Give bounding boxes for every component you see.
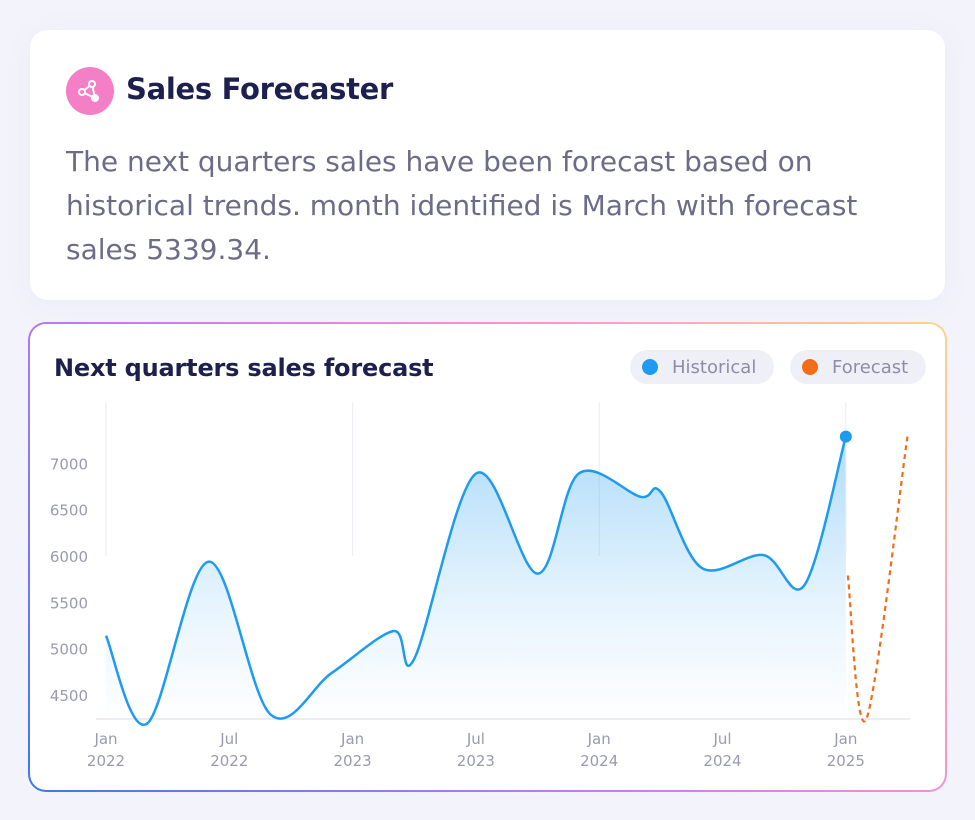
y-tick-label: 6500 xyxy=(50,502,88,520)
x-tick-year: 2024 xyxy=(703,752,741,770)
legend-historical-label: Historical xyxy=(672,356,757,378)
x-tick-label: Jul xyxy=(712,730,731,748)
forecast-summary: The next quarters sales have been foreca… xyxy=(66,145,858,266)
x-tick-label: Jul xyxy=(466,730,485,748)
sales-chart: 4500 5000 5500 6000 6500 7000 Jan 2022 Jul 2022 Ja… xyxy=(50,402,910,770)
chart-card: Next quarters sales forecast Historical … xyxy=(30,324,945,790)
x-tick-label: Jan xyxy=(587,730,611,748)
historical-area xyxy=(106,436,846,725)
x-tick-year: 2023 xyxy=(334,752,372,770)
x-tick-label: Jan xyxy=(340,730,364,748)
forecast-dot-icon xyxy=(802,359,818,375)
historical-last-point xyxy=(839,430,852,443)
x-tick-label: Jul xyxy=(219,730,238,748)
y-tick-label: 5500 xyxy=(50,594,88,612)
y-tick-label: 5000 xyxy=(50,641,88,659)
x-tick-year: 2022 xyxy=(87,752,125,770)
y-tick-label: 6000 xyxy=(50,548,88,566)
y-tick-label: 4500 xyxy=(50,687,88,705)
x-tick-year: 2024 xyxy=(580,752,618,770)
chart-card-border: Next quarters sales forecast Historical … xyxy=(28,322,947,792)
x-tick-label: Jan xyxy=(833,730,857,748)
summary-card: Sales Forecaster The next quarters sales… xyxy=(30,30,945,300)
legend-historical[interactable]: Historical xyxy=(630,350,775,384)
historical-line xyxy=(104,436,848,727)
x-tick-label: Jan xyxy=(93,730,117,748)
x-tick-year: 2023 xyxy=(457,752,495,770)
legend-forecast-label: Forecast xyxy=(832,356,909,378)
x-tick-year: 2025 xyxy=(827,752,865,770)
historical-dot-icon xyxy=(642,359,658,375)
y-tick-label: 7000 xyxy=(50,455,88,473)
x-tick-year: 2022 xyxy=(210,752,248,770)
forecast-line xyxy=(846,436,909,723)
share-nodes-icon xyxy=(66,67,114,115)
legend-forecast[interactable]: Forecast xyxy=(790,350,927,384)
app-title: Sales Forecaster xyxy=(126,72,394,106)
chart-title: Next quarters sales forecast xyxy=(54,354,434,382)
